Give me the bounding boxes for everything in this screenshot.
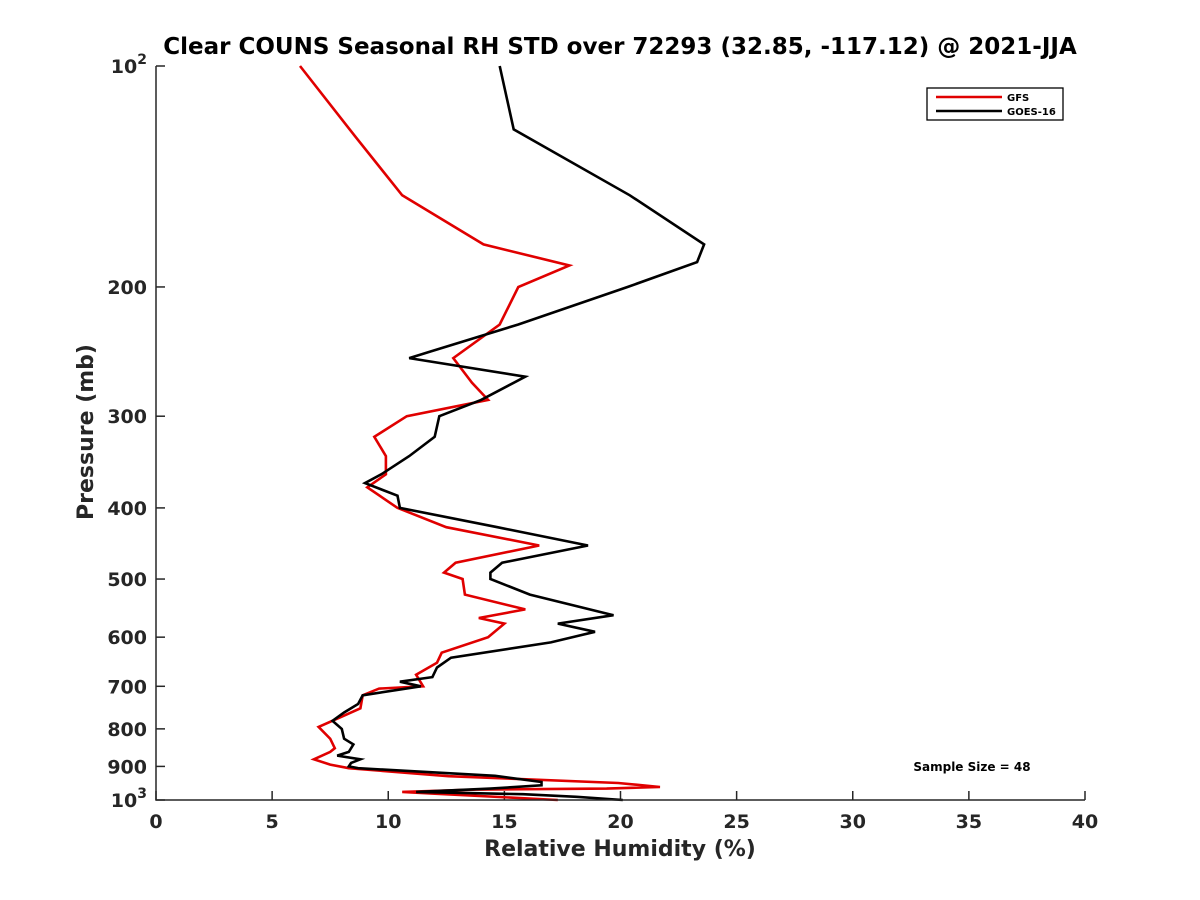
y-tick-label: 103 xyxy=(111,786,147,812)
x-tick-label: 25 xyxy=(723,811,749,833)
y-tick-label: 500 xyxy=(107,569,147,591)
series-line-gfs xyxy=(298,65,661,802)
y-axis-label: Pressure (mb) xyxy=(74,344,99,520)
x-tick-label: 35 xyxy=(956,811,982,833)
x-axis-label: Relative Humidity (%) xyxy=(484,837,756,862)
x-tick-label: 30 xyxy=(840,811,866,833)
legend-box xyxy=(926,87,1064,121)
x-tick-label: 15 xyxy=(491,811,517,833)
x-tick-label: 40 xyxy=(1072,811,1098,833)
legend-label-goes-16: GOES-16 xyxy=(1007,107,1056,118)
chart-title: Clear COUNS Seasonal RH STD over 72293 (… xyxy=(163,34,1077,60)
x-tick-label: 5 xyxy=(266,811,279,833)
y-tick-label: 600 xyxy=(107,627,147,649)
legend: GFS GOES-16 xyxy=(926,87,1064,121)
sample-size-annotation: Sample Size = 48 xyxy=(913,760,1030,774)
y-axis-ticks: 102 200 300 400 500 600 700 800 900 103 xyxy=(107,52,165,812)
series-lines xyxy=(298,65,706,802)
y-tick-label: 700 xyxy=(107,676,147,698)
y-tick-label: 400 xyxy=(107,498,147,520)
y-tick-label: 300 xyxy=(107,406,147,428)
y-tick-label: 102 xyxy=(111,52,147,78)
axis-lines xyxy=(155,66,1085,801)
y-tick-label: 900 xyxy=(107,756,147,778)
x-axis-ticks: 0 5 10 15 20 25 30 35 40 xyxy=(149,791,1098,833)
x-tick-label: 0 xyxy=(149,811,162,833)
series-line-goes-16 xyxy=(330,65,706,802)
y-tick-label: 200 xyxy=(107,277,147,299)
y-tick-label: 800 xyxy=(107,719,147,741)
legend-label-gfs: GFS xyxy=(1007,93,1029,104)
x-tick-label: 10 xyxy=(375,811,401,833)
x-tick-label: 20 xyxy=(607,811,633,833)
